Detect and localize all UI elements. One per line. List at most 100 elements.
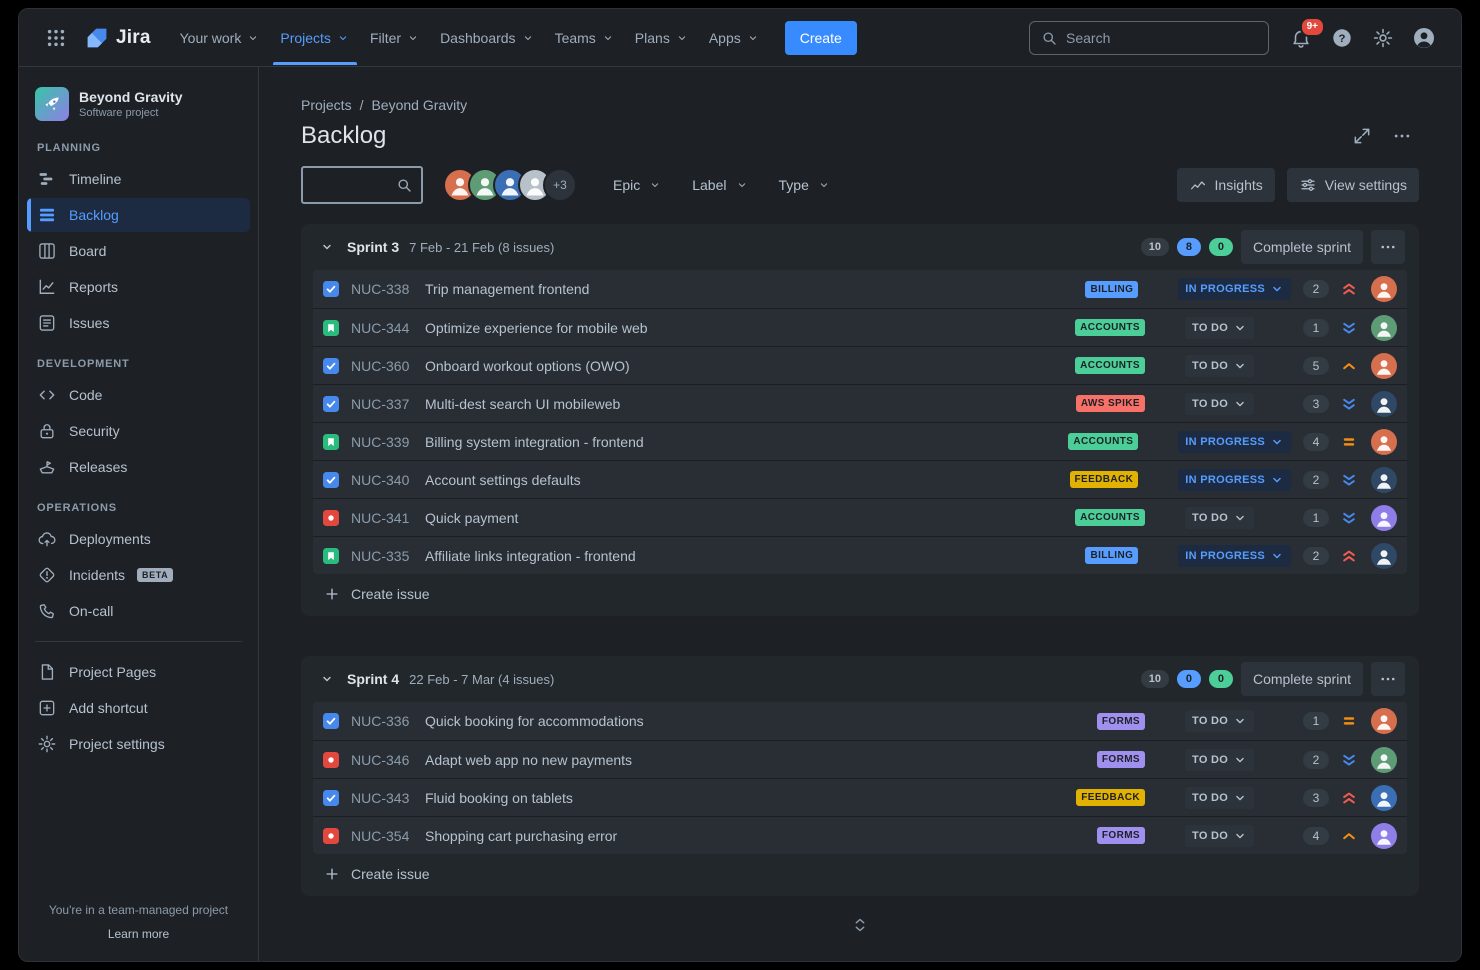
sprint-more-button[interactable] [1371,662,1405,696]
breadcrumb-projects-link[interactable]: Projects [301,97,352,113]
jira-logo[interactable]: Jira [85,26,151,50]
assignee-avatar[interactable] [1371,746,1397,773]
epic-badge[interactable]: BILLING [1085,280,1139,298]
issue-row[interactable]: NUC-341 Quick payment ACCOUNTS TO DO 1 [313,498,1407,536]
sidebar-item-deployments[interactable]: Deployments [27,522,250,556]
assignee-avatar[interactable] [1371,708,1397,734]
filter-label-dropdown[interactable]: Label [682,169,758,201]
sidebar-item-on-call[interactable]: On-call [27,594,250,628]
assignee-avatar[interactable] [1371,276,1397,302]
estimate-badge[interactable]: 2 [1303,750,1329,769]
sprint-more-button[interactable] [1371,230,1405,264]
status-dropdown[interactable]: TO DO [1185,354,1255,377]
breadcrumb-project-link[interactable]: Beyond Gravity [371,97,468,113]
learn-more-link[interactable]: Learn more [107,927,170,941]
estimate-badge[interactable]: 4 [1303,432,1329,451]
assignee-avatar[interactable] [1371,542,1397,569]
backlog-search-input[interactable] [311,177,395,193]
sidebar-item-backlog[interactable]: Backlog [27,198,250,232]
status-dropdown[interactable]: IN PROGRESS [1178,468,1291,491]
estimate-badge[interactable]: 1 [1303,318,1329,337]
nav-item-teams[interactable]: Teams [546,23,624,53]
issue-summary[interactable]: Multi-dest search UI mobileweb [425,395,621,412]
issue-summary[interactable]: Quick payment [425,509,519,526]
issue-row[interactable]: NUC-343 Fluid booking on tablets FEEDBACK T… [313,778,1407,816]
issue-row[interactable]: NUC-336 Quick booking for accommodations F… [313,702,1407,740]
epic-badge[interactable]: ACCOUNTS [1075,509,1145,526]
sidebar-item-releases[interactable]: Releases [27,450,250,484]
page-more-button[interactable] [1385,119,1419,153]
nav-item-projects[interactable]: Projects [271,23,359,65]
epic-badge[interactable]: ACCOUNTS [1075,319,1145,336]
estimate-badge[interactable]: 2 [1303,470,1329,489]
sprint-name[interactable]: Sprint 3 [347,239,400,255]
notifications-button[interactable]: 9+ [1284,16,1325,55]
assignee-avatar[interactable] [1371,390,1397,417]
status-dropdown[interactable]: TO DO [1185,506,1255,529]
issue-row[interactable]: NUC-339 Billing system integration - fron… [313,422,1407,460]
status-dropdown[interactable]: TO DO [1185,824,1255,847]
issue-row[interactable]: NUC-335 Affiliate links integration - fro… [313,536,1407,574]
issue-summary[interactable]: Account settings defaults [425,471,581,488]
epic-badge[interactable]: AWS SPIKE [1075,395,1145,412]
sidebar-item-reports[interactable]: Reports [27,270,250,304]
complete-sprint-button[interactable]: Complete sprint [1240,230,1363,264]
epic-badge[interactable]: FEEDBACK [1076,789,1145,806]
issue-summary[interactable]: Optimize experience for mobile web [425,319,648,336]
assignee-avatar[interactable] [1371,466,1397,493]
create-button[interactable]: Create [784,20,857,55]
insights-button[interactable]: Insights [1176,168,1275,202]
nav-item-your-work[interactable]: Your work [171,23,270,53]
issue-row[interactable]: NUC-354 Shopping cart purchasing error FOR… [313,816,1407,854]
issue-row[interactable]: NUC-340 Account settings defaults FEEDBACK… [313,460,1407,498]
fullscreen-button[interactable] [1345,119,1379,153]
status-dropdown[interactable]: TO DO [1185,316,1255,339]
issue-row[interactable]: NUC-344 Optimize experience for mobile we… [313,308,1407,346]
issue-row[interactable]: NUC-346 Adapt web app no new payments FORM… [313,740,1407,778]
nav-item-dashboards[interactable]: Dashboards [431,23,544,53]
sprint-collapse-button[interactable] [315,667,339,691]
epic-badge[interactable]: FORMS [1096,751,1145,768]
settings-button[interactable] [1366,21,1400,55]
assignee-avatar[interactable] [1371,428,1397,455]
sidebar-item-project-pages[interactable]: Project Pages [27,655,250,689]
sidebar-item-issues[interactable]: Issues [27,306,250,340]
estimate-badge[interactable]: 5 [1303,356,1329,375]
help-button[interactable]: ? [1325,21,1359,55]
estimate-badge[interactable]: 3 [1303,394,1329,413]
complete-sprint-button[interactable]: Complete sprint [1240,662,1363,696]
nav-item-apps[interactable]: Apps [700,23,769,53]
epic-badge[interactable]: FORMS [1096,827,1145,844]
create-issue-button[interactable]: Create issue [313,854,1407,894]
assignee-avatar[interactable] [1371,314,1397,341]
issue-summary[interactable]: Shopping cart purchasing error [425,827,618,844]
epic-badge[interactable]: ACCOUNTS [1075,357,1145,374]
issue-row[interactable]: NUC-360 Onboard workout options (OWO) ACCO… [313,346,1407,384]
issue-summary[interactable]: Fluid booking on tablets [425,789,573,806]
sidebar-item-project-settings[interactable]: Project settings [27,727,250,761]
profile-button[interactable] [1407,21,1441,55]
assignee-avatar[interactable] [1371,352,1397,379]
sprint-collapse-button[interactable] [315,235,339,259]
create-issue-button[interactable]: Create issue [313,574,1407,614]
issue-summary[interactable]: Trip management frontend [425,281,590,297]
epic-badge[interactable]: FORMS [1096,712,1145,730]
assignee-avatar[interactable] [1371,822,1397,849]
epic-badge[interactable]: ACCOUNTS [1068,433,1139,450]
status-dropdown[interactable]: IN PROGRESS [1178,278,1291,300]
app-switcher-button[interactable] [39,21,73,55]
sidebar-item-incidents[interactable]: Incidents BETA [27,558,250,592]
filter-epic-dropdown[interactable]: Epic [603,169,672,201]
epic-badge[interactable]: BILLING [1085,547,1139,564]
navbar-search[interactable] [1029,20,1269,55]
avatar-overflow-badge[interactable]: +3 [543,168,577,202]
estimate-badge[interactable]: 3 [1303,788,1329,807]
issue-summary[interactable]: Onboard workout options (OWO) [425,357,630,374]
issue-row[interactable]: NUC-337 Multi-dest search UI mobileweb AWS… [313,384,1407,422]
assignee-avatar[interactable] [1371,504,1397,531]
estimate-badge[interactable]: 2 [1303,546,1329,565]
nav-item-plans[interactable]: Plans [626,23,698,53]
assignee-avatar[interactable] [1371,784,1397,811]
sprint-name[interactable]: Sprint 4 [347,671,400,687]
issue-summary[interactable]: Quick booking for accommodations [425,713,644,729]
